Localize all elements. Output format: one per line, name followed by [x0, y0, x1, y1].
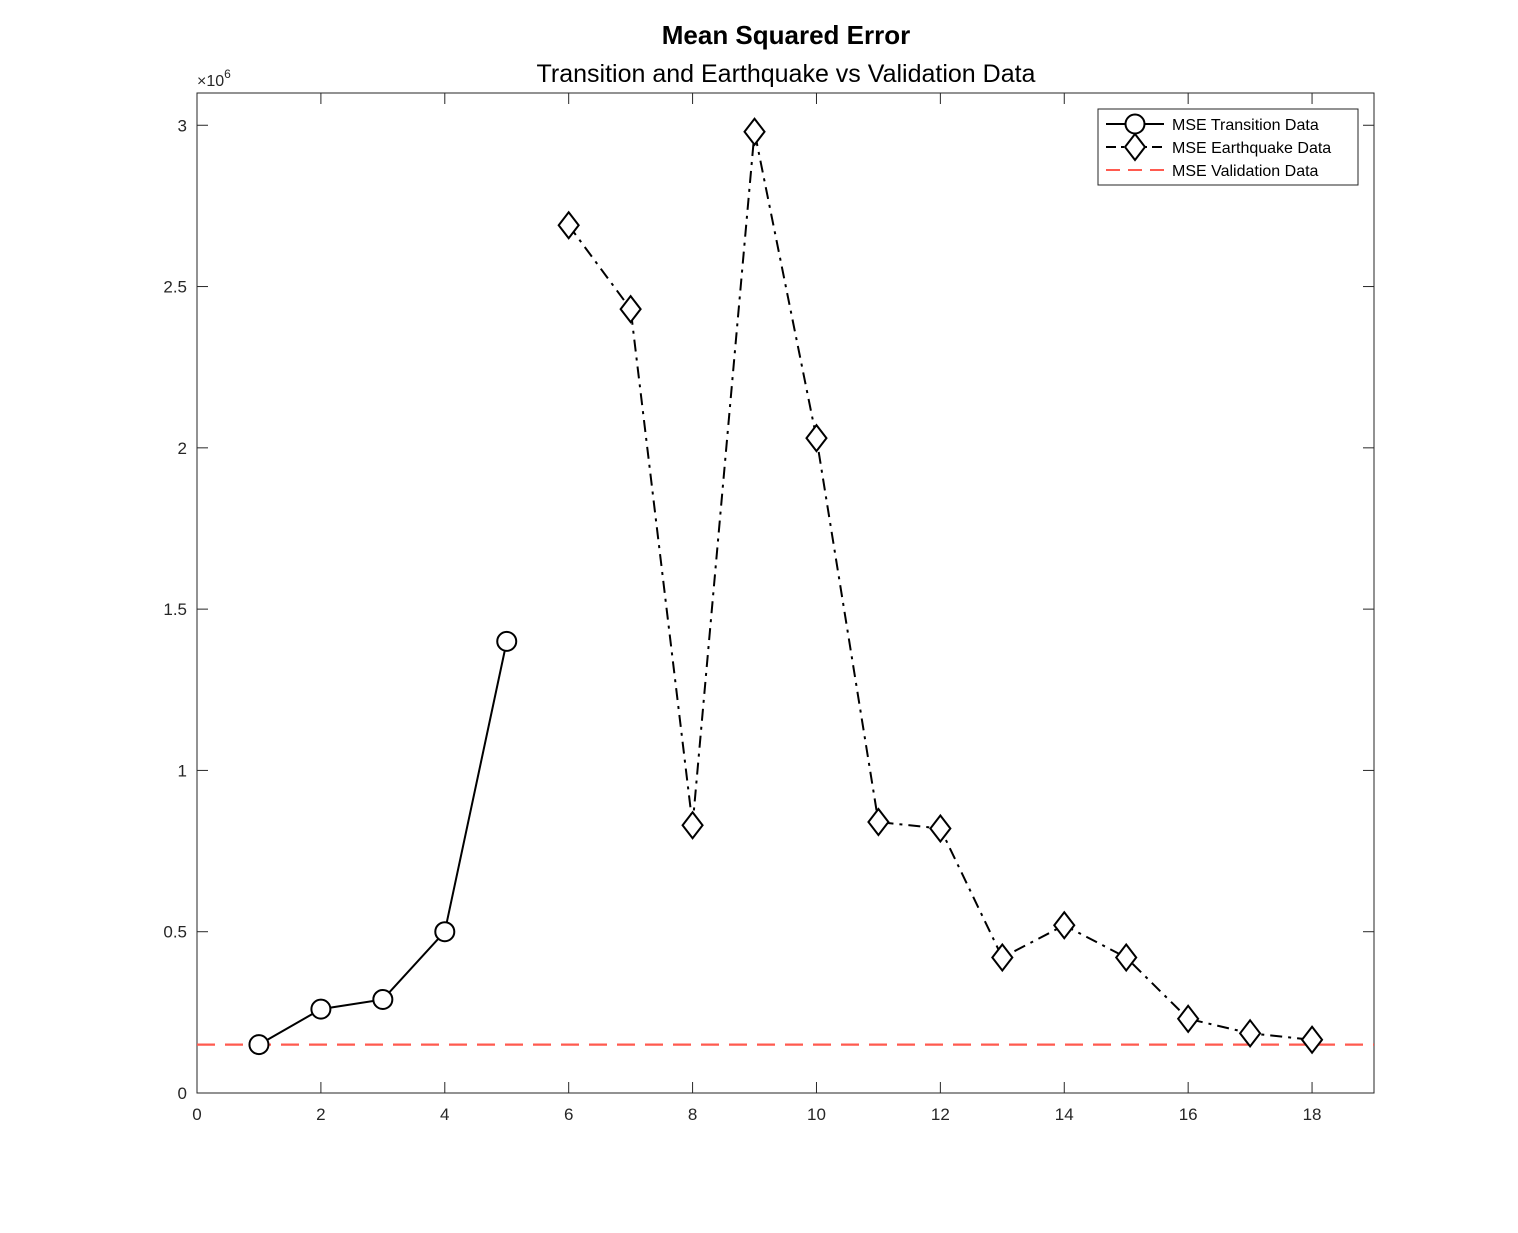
legend-item: MSE Transition Data [1106, 113, 1319, 135]
x-tick-label: 6 [564, 1105, 573, 1124]
legend-circle-marker [1124, 113, 1146, 135]
circle-marker [372, 988, 394, 1010]
circle-marker [434, 921, 456, 943]
legend-item: MSE Validation Data [1106, 163, 1319, 180]
series-0 [248, 630, 518, 1056]
circle-marker [248, 1034, 270, 1056]
circle-marker [310, 998, 332, 1020]
axis-ticks: 0 2 4 6 8 10 12 14 16 18 0 0.5 1 1.5 2 2.5 3 [163, 93, 1374, 1124]
y-tick-label: 3 [178, 116, 187, 135]
x-tick-label: 12 [931, 1105, 950, 1124]
plot-area [196, 92, 1375, 1094]
series-lines [197, 117, 1374, 1056]
legend-diamond-marker [1123, 132, 1147, 162]
y-tick-label: 1.5 [163, 600, 187, 619]
diamond-marker [929, 813, 952, 844]
series-1 [557, 117, 1324, 1055]
diamond-marker [1300, 1025, 1324, 1055]
x-tick-label: 10 [807, 1105, 826, 1124]
diamond-marker [1053, 910, 1076, 940]
x-tick-label: 14 [1055, 1105, 1074, 1124]
y-tick-label: 0.5 [163, 923, 187, 942]
diamond-marker [1238, 1018, 1262, 1048]
diamond-marker [867, 807, 890, 837]
y-axis-exponent: ×106 [197, 67, 231, 90]
y-tick-label: 1 [178, 761, 187, 780]
x-tick-label: 4 [440, 1105, 449, 1124]
diamond-marker [619, 294, 642, 324]
diamond-marker [557, 210, 580, 240]
series-line [258, 641, 508, 1046]
y-exponent-base: ×10 [197, 73, 224, 90]
diamond-marker [805, 423, 828, 453]
legend-label: MSE Validation Data [1172, 163, 1319, 180]
chart-subtitle: Transition and Earthquake vs Validation … [537, 60, 1036, 88]
chart-title: Mean Squared Error [662, 20, 911, 50]
series-line [567, 131, 1313, 1041]
x-tick-label: 0 [192, 1105, 201, 1124]
legend-label: MSE Transition Data [1172, 117, 1319, 134]
diamond-marker [991, 942, 1014, 973]
legend-label: MSE Earthquake Data [1172, 140, 1331, 157]
y-tick-label: 2 [178, 439, 187, 458]
legend-items: MSE Transition Data MSE Earthquake Data MS… [1106, 113, 1331, 180]
y-tick-label: 2.5 [163, 278, 187, 297]
legend: MSE Transition Data MSE Earthquake Data MS… [1097, 108, 1359, 186]
y-tick-label: 0 [178, 1084, 187, 1103]
x-tick-label: 2 [316, 1105, 325, 1124]
diamond-marker [743, 117, 766, 147]
diamond-marker [681, 810, 704, 840]
diamond-marker [1114, 942, 1138, 973]
diamond-marker [1176, 1004, 1200, 1034]
y-exponent-power: 6 [224, 67, 231, 81]
x-tick-label: 8 [688, 1105, 697, 1124]
x-tick-label: 18 [1303, 1105, 1322, 1124]
circle-marker [496, 630, 518, 652]
x-tick-label: 16 [1179, 1105, 1198, 1124]
legend-item: MSE Earthquake Data [1106, 132, 1331, 162]
